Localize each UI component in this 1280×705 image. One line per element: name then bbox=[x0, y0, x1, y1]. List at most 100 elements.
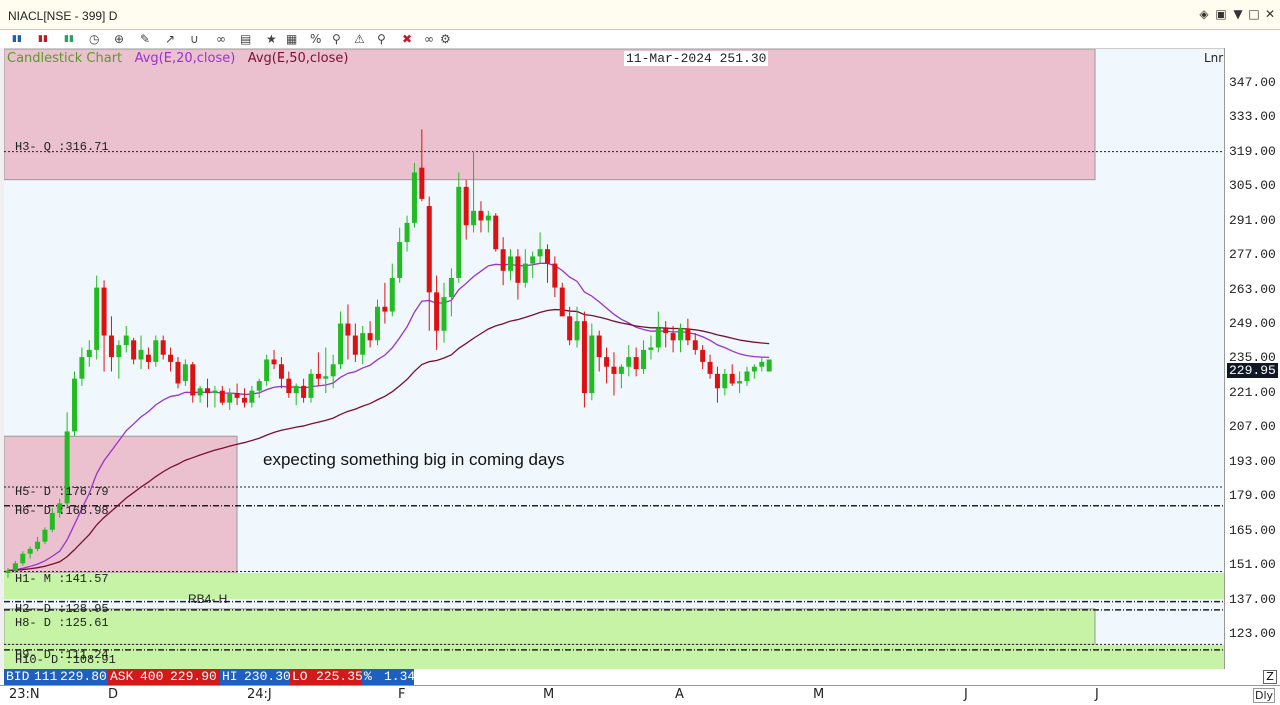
candle-body bbox=[426, 206, 432, 293]
window-menu-icon[interactable]: ▣ bbox=[1215, 7, 1227, 21]
high-price: 230.30 bbox=[242, 669, 291, 685]
delete-icon[interactable]: ✖ bbox=[402, 32, 413, 46]
level-label: H8- D :125.61 bbox=[15, 616, 109, 630]
line-tool-icon[interactable]: ↗ bbox=[165, 32, 176, 46]
candle-body bbox=[522, 263, 528, 283]
price-axis[interactable]: 347.00 333.00 319.00 305.00 291.00 277.0… bbox=[1224, 48, 1280, 669]
link-icon[interactable]: ∞ bbox=[216, 32, 226, 46]
x-tick-label: 23:N bbox=[9, 687, 40, 702]
candle-body bbox=[271, 359, 277, 365]
candle-body bbox=[648, 347, 654, 350]
supply-zone-lower bbox=[4, 435, 238, 574]
ask-qty: 400 bbox=[138, 669, 168, 685]
clock-icon[interactable]: ◷ bbox=[89, 32, 100, 46]
time-axis[interactable]: 23:N D 24:J F M A M J J Dly bbox=[0, 685, 1280, 705]
candle-body bbox=[397, 242, 403, 278]
zoom-reset-icon[interactable]: Z bbox=[1263, 670, 1277, 684]
sell-icon[interactable]: ▮▮ bbox=[38, 34, 48, 44]
supply-zone-upper bbox=[4, 49, 1096, 181]
candle-body bbox=[12, 563, 18, 571]
candle-body bbox=[729, 373, 735, 384]
y-tick-label: 123.00 bbox=[1229, 626, 1276, 641]
candle-body bbox=[116, 345, 122, 358]
candle-body bbox=[57, 503, 63, 513]
candle-body bbox=[463, 186, 469, 226]
candle-body bbox=[677, 328, 683, 341]
y-tick-label: 319.00 bbox=[1229, 144, 1276, 159]
candle-body bbox=[626, 357, 632, 367]
template-icon[interactable]: ▤ bbox=[240, 32, 252, 46]
candle-body bbox=[182, 364, 188, 382]
candle-body bbox=[685, 328, 691, 341]
candle-body bbox=[700, 349, 706, 362]
layout-icon[interactable]: ▦ bbox=[286, 32, 298, 46]
candle-body bbox=[411, 172, 417, 223]
candle-body bbox=[64, 431, 70, 504]
candle-body bbox=[655, 328, 661, 348]
y-tick-label: 263.00 bbox=[1229, 282, 1276, 297]
settings-icon[interactable]: ⚙ bbox=[440, 32, 451, 46]
candle-body bbox=[27, 548, 33, 554]
maximize-icon[interactable]: □ bbox=[1248, 7, 1260, 21]
candle-body bbox=[618, 366, 624, 374]
candle-body bbox=[227, 393, 233, 403]
candle-body bbox=[190, 364, 196, 396]
candle-body bbox=[471, 210, 477, 226]
candle-body bbox=[670, 333, 676, 341]
candle-body bbox=[315, 373, 321, 379]
percent-icon[interactable]: % bbox=[310, 32, 322, 46]
candle-body bbox=[20, 553, 26, 564]
text-size-icon[interactable]: ∞ bbox=[424, 32, 434, 46]
low-label: LO bbox=[290, 669, 314, 685]
pin-icon[interactable]: ⚲ bbox=[332, 32, 341, 46]
demand-zone-upper bbox=[4, 572, 1224, 600]
candle-body bbox=[160, 340, 166, 355]
close-icon[interactable]: ✕ bbox=[1264, 7, 1276, 21]
minimize-icon[interactable]: ▼ bbox=[1233, 7, 1243, 21]
restore-icon[interactable]: ◈ bbox=[1199, 7, 1209, 21]
candle-body bbox=[101, 287, 107, 336]
candle-body bbox=[508, 256, 514, 271]
candle-body bbox=[574, 321, 580, 341]
chart-area[interactable]: Candlestick Chart Avg(E,20,close) Avg(E,… bbox=[4, 48, 1224, 670]
candle-body bbox=[500, 249, 506, 271]
crosshair-icon[interactable]: ⊕ bbox=[114, 32, 125, 46]
candle-body bbox=[308, 373, 314, 398]
candle-body bbox=[611, 366, 617, 374]
chart-annotation[interactable]: expecting something big in coming days bbox=[263, 450, 565, 469]
candle-body bbox=[714, 373, 720, 389]
candle-body bbox=[552, 263, 558, 288]
magnet-icon[interactable]: ∪ bbox=[190, 32, 199, 46]
candle-body bbox=[278, 364, 284, 379]
candle-body bbox=[559, 287, 565, 317]
candle-body bbox=[737, 381, 743, 384]
candle-body bbox=[131, 340, 137, 360]
zoom-icon[interactable]: ⚲ bbox=[377, 32, 386, 46]
candle-body bbox=[352, 335, 358, 355]
change-label: % bbox=[362, 669, 382, 685]
price-chart[interactable] bbox=[4, 49, 1224, 670]
candle-body bbox=[544, 249, 550, 264]
candle-body bbox=[478, 210, 484, 221]
scale-mode[interactable]: Lnr bbox=[1204, 51, 1224, 65]
candle-body bbox=[108, 335, 114, 358]
y-tick-label: 249.00 bbox=[1229, 316, 1276, 331]
candle-body bbox=[72, 378, 78, 432]
star-icon[interactable]: ★ bbox=[266, 32, 277, 46]
x-tick-label: F bbox=[398, 687, 406, 702]
alert-icon[interactable]: ⚠ bbox=[354, 32, 365, 46]
bid-price: 229.80 bbox=[58, 669, 108, 685]
candle-body bbox=[35, 541, 41, 549]
candle-body bbox=[241, 397, 247, 403]
x-tick-label: 24:J bbox=[247, 687, 272, 702]
buy-icon[interactable]: ▮▮ bbox=[12, 34, 22, 44]
tsl-icon[interactable]: ▮▮ bbox=[64, 34, 74, 44]
candle-body bbox=[441, 297, 447, 331]
level-label: H2- D :128.95 bbox=[15, 602, 109, 616]
candle-body bbox=[596, 335, 602, 358]
interval-selector[interactable]: Dly bbox=[1253, 688, 1276, 703]
draw-icon[interactable]: ✎ bbox=[140, 32, 151, 46]
candle-body bbox=[360, 333, 366, 355]
candle-body bbox=[256, 381, 262, 391]
crosshair-info-box: 11-Mar-2024 251.30 bbox=[624, 51, 769, 66]
